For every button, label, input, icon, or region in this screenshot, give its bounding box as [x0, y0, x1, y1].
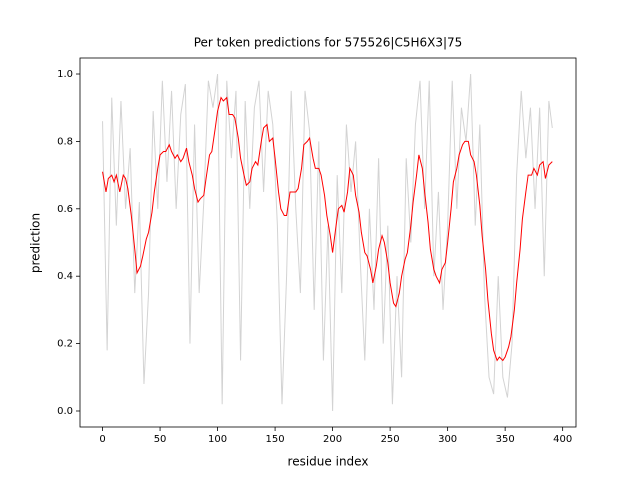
- x-tick-label: 150: [266, 434, 285, 445]
- x-tick-label: 200: [323, 434, 342, 445]
- y-tick-label: 0.8: [57, 136, 73, 147]
- x-tick-label: 350: [496, 434, 515, 445]
- x-tick-label: 100: [208, 434, 227, 445]
- y-tick-label: 0.4: [57, 271, 73, 282]
- plot-frame: [79, 57, 577, 428]
- data-line: [102, 96, 553, 362]
- x-tick-label: 250: [381, 434, 400, 445]
- x-tick-label: 300: [438, 434, 457, 445]
- y-tick-label: 0.6: [57, 204, 73, 215]
- y-tick-label: 1.0: [57, 69, 73, 80]
- y-axis-label: prediction: [29, 213, 43, 273]
- x-tick-label: 50: [154, 434, 167, 445]
- y-tick-label: 0.2: [57, 339, 73, 350]
- y-tick-label: 0.0: [57, 406, 73, 417]
- data-line: [102, 73, 553, 412]
- x-tick-label: 0: [99, 434, 105, 445]
- x-axis-label: residue index: [288, 455, 369, 469]
- x-tick-label: 400: [553, 434, 572, 445]
- chart-title: Per token predictions for 575526|C5H6X3|…: [194, 36, 463, 50]
